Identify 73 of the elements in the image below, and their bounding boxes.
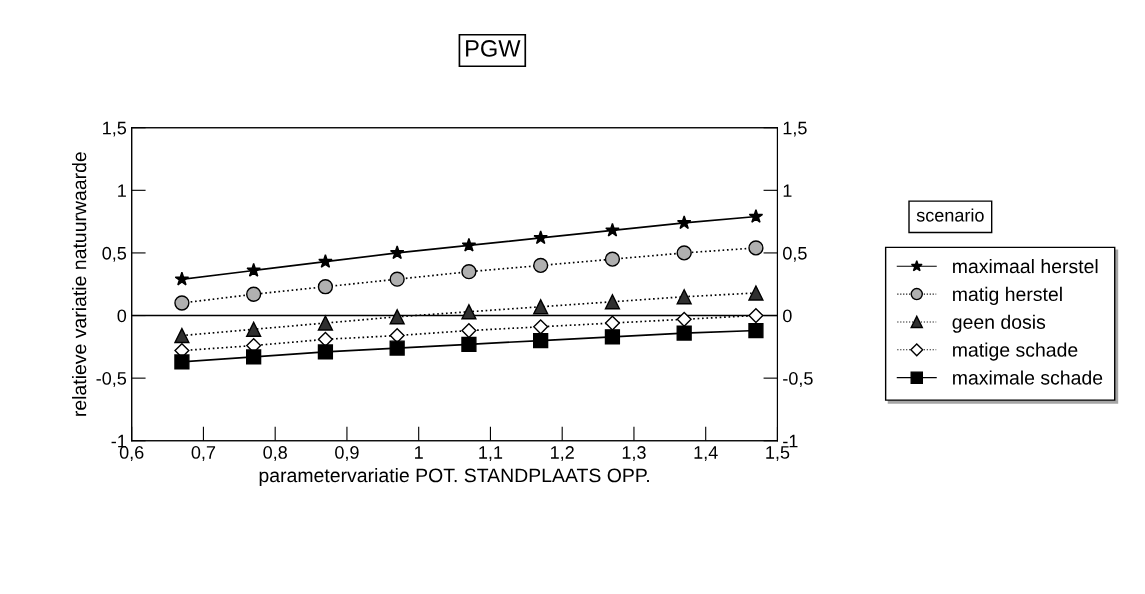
point (318, 254, 333, 269)
y2-tick-label: 1 (783, 184, 792, 197)
point (604, 329, 621, 345)
x-tick-label: 0,6 (119, 446, 144, 461)
point (676, 311, 692, 327)
legend-label: geen dosis (952, 314, 1046, 333)
point (246, 286, 262, 302)
point (604, 315, 620, 331)
chart-title: PGW (466, 40, 521, 57)
y2-tick-label: 0 (783, 309, 792, 323)
point (748, 208, 764, 223)
point (676, 289, 692, 305)
point (533, 257, 549, 274)
point (748, 240, 764, 256)
point (604, 251, 621, 267)
point (533, 332, 549, 349)
x-tick-label: 1,3 (622, 446, 646, 461)
point (246, 349, 262, 365)
point (317, 315, 334, 331)
point (389, 271, 405, 287)
point (174, 354, 190, 370)
point (174, 295, 190, 311)
point (461, 237, 477, 252)
point (604, 294, 621, 310)
point (389, 245, 405, 260)
point (748, 285, 764, 301)
point (461, 304, 477, 320)
y2-tick-label: -1 (783, 434, 798, 448)
x-tick-label: 1 (415, 446, 423, 459)
x-axis-title: parametervariatie POT. STANDPLAATS OPP. (259, 468, 649, 487)
legend-label: matige schade (953, 342, 1078, 361)
y-tick-label: -1 (111, 434, 126, 448)
legend-label: maximale schade (953, 370, 1103, 385)
point (246, 262, 261, 277)
point (317, 331, 333, 347)
point (676, 215, 692, 230)
x-tick-label: 0,9 (335, 446, 359, 461)
x-tick-label: 1,4 (694, 446, 718, 461)
point (174, 271, 190, 286)
point (246, 321, 262, 337)
point (389, 309, 405, 325)
legend-title: scenario (916, 208, 984, 222)
y2-tick-label: -0,5 (783, 372, 813, 387)
point (533, 230, 548, 245)
point (748, 322, 764, 339)
point (461, 336, 477, 352)
y-tick-label: -0,5 (96, 372, 127, 387)
point (317, 344, 334, 360)
legend-label: maximaal herstel (953, 258, 1098, 274)
legend-label: matig herstel (953, 286, 1062, 305)
point (533, 299, 549, 315)
point (748, 307, 764, 324)
x-tick-label: 1,5 (766, 446, 790, 461)
point (676, 325, 692, 341)
point (461, 264, 477, 280)
x-tick-label: 1,1 (479, 446, 503, 461)
x-tick-label: 0,8 (263, 446, 287, 461)
y-axis-title: relatieve variatie natuurwaarde (72, 152, 87, 416)
y2-tick-label: 0,5 (783, 246, 807, 262)
x-tick-label: 1,2 (551, 446, 574, 461)
point (461, 322, 477, 339)
y-tick-label: 0,5 (102, 246, 127, 262)
point (174, 327, 190, 344)
y-tick-label: 1,5 (103, 121, 127, 137)
y2-tick-label: 1,5 (783, 121, 807, 137)
point (676, 245, 692, 261)
x-tick-label: 0,7 (191, 446, 216, 461)
point (317, 279, 334, 295)
y-tick-label: 1 (118, 184, 126, 197)
y-tick-label: 0 (117, 309, 127, 323)
point (605, 222, 620, 237)
point (533, 319, 549, 335)
point (389, 340, 405, 356)
